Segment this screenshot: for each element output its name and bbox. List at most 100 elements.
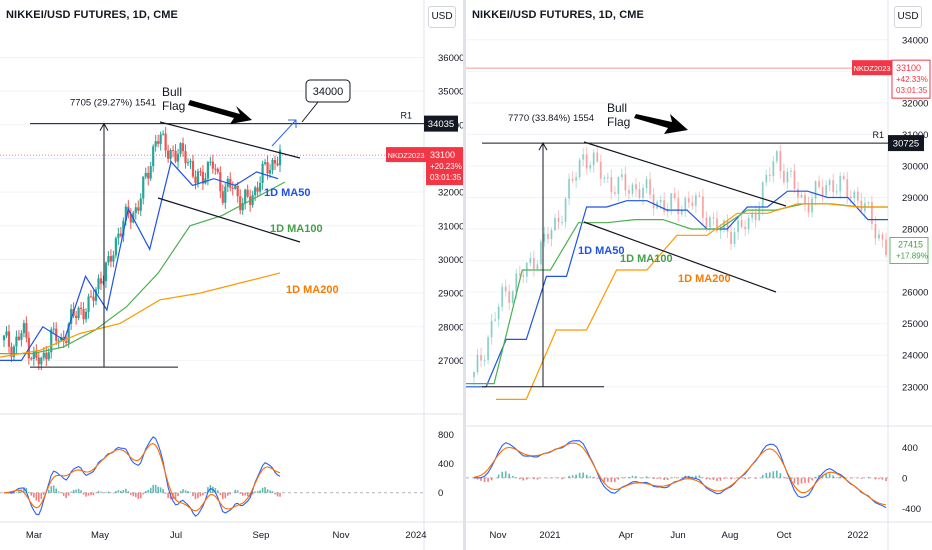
r1-label: R1 <box>400 111 412 121</box>
y-tick-label: 27000 <box>438 356 464 367</box>
candle-body <box>179 143 182 154</box>
candle-body <box>159 134 162 144</box>
currency-button[interactable]: USD <box>428 6 456 28</box>
candle-body <box>860 200 863 212</box>
macd-histogram-bar <box>698 475 701 478</box>
macd-histogram-bar <box>38 492 40 502</box>
macd-histogram-bar <box>279 492 281 497</box>
macd-histogram-bar <box>828 473 831 478</box>
macd-histogram-bar <box>261 487 264 493</box>
macd-histogram-bar <box>575 474 577 478</box>
x-tick-label: Nov <box>333 530 350 541</box>
panel-divider[interactable] <box>463 0 466 550</box>
pattern-label: Bull <box>607 101 627 115</box>
candle-body <box>804 194 807 205</box>
candle-body <box>730 231 733 244</box>
macd-histogram-bar <box>779 473 782 478</box>
macd-histogram-bar <box>607 477 609 482</box>
y-tick-label: 24000 <box>902 351 928 362</box>
candle-body <box>786 171 789 183</box>
y-tick-label: 32000 <box>438 188 464 199</box>
macd-histogram-bar <box>92 492 95 496</box>
candle-body <box>268 170 272 174</box>
candle-body <box>77 307 80 318</box>
candle-body <box>162 133 165 135</box>
macd-histogram-bar <box>112 492 115 494</box>
candle-body <box>266 162 269 174</box>
moving-average-line <box>0 160 279 361</box>
candle-body <box>775 151 778 162</box>
macd-histogram-bar <box>726 477 729 479</box>
left-chart-canvas[interactable]: 3600035000340003300032000310003000029000… <box>0 0 464 550</box>
candle-body <box>515 273 518 292</box>
candle-body <box>152 146 155 167</box>
macd-histogram-bar <box>18 490 20 493</box>
candle-body <box>877 234 880 239</box>
y-tick-label: 28000 <box>438 322 464 333</box>
candle-body <box>582 154 585 160</box>
macd-histogram-bar <box>207 487 209 493</box>
candle-body <box>768 174 771 177</box>
macd-histogram-bar <box>62 492 65 496</box>
candle-body <box>733 232 736 244</box>
macd-histogram-bar <box>246 492 249 497</box>
candle-body <box>723 220 726 230</box>
candle-body <box>487 337 490 360</box>
candle-body <box>701 196 704 218</box>
candle-body <box>259 183 262 192</box>
macd-histogram-bar <box>733 477 736 479</box>
candle-body <box>219 172 222 192</box>
macd-histogram-bar <box>269 490 271 493</box>
macd-histogram-bar <box>167 492 169 499</box>
candle-body <box>89 296 93 298</box>
candle-body <box>504 286 507 292</box>
left-chart-panel[interactable]: NIKKEI/USD FUTURES, 1D, CME USD 36000 350… <box>0 0 464 550</box>
currency-button[interactable]: USD <box>894 6 922 28</box>
pattern-label: Flag <box>162 99 185 113</box>
macd-histogram-bar <box>793 477 796 484</box>
macd-line <box>4 436 281 517</box>
candle-body <box>575 177 578 181</box>
candle-body <box>680 210 683 215</box>
candle-body <box>522 274 525 277</box>
candle-body <box>5 331 8 336</box>
macd-histogram-bar <box>783 476 785 478</box>
macd-histogram-bar <box>264 487 266 493</box>
macd-histogram-bar <box>860 477 863 479</box>
symbol-tag-text: NKDZ2023 <box>853 64 890 73</box>
macd-histogram-bar <box>480 477 482 481</box>
candle-body <box>84 311 88 320</box>
candle-body <box>642 187 645 198</box>
candle-body <box>691 202 694 206</box>
current-price-tag <box>889 236 929 264</box>
callout-pointer <box>301 101 319 123</box>
macd-histogram-bar <box>23 487 25 493</box>
macd-histogram-bar <box>702 477 704 478</box>
macd-histogram-bar <box>490 477 493 481</box>
macd-histogram-bar <box>224 492 227 499</box>
macd-histogram-bar <box>614 477 616 483</box>
candle-body <box>114 238 117 256</box>
x-tick-label: Jul <box>170 530 182 541</box>
macd-histogram-bar <box>189 492 192 493</box>
right-chart-canvas[interactable]: 3400033000320003100030000290002800027000… <box>466 0 932 550</box>
macd-tick-label: 0 <box>438 488 443 499</box>
candle-body <box>241 203 244 211</box>
symbol-tag <box>852 60 892 76</box>
candle-body <box>124 206 127 221</box>
macd-histogram-bar <box>251 492 254 495</box>
macd-histogram-bar <box>42 492 45 495</box>
y-tick-label: 30000 <box>438 255 464 266</box>
right-chart-panel[interactable]: NIKKEI/USD FUTURES, 1D, CME USD 34000330… <box>466 0 932 550</box>
candle-body <box>186 162 190 164</box>
measure-label: 7770 (33.84%) 1554 <box>508 113 594 124</box>
y-tick-label: 34000 <box>902 35 928 46</box>
candle-body <box>157 141 160 144</box>
macd-histogram-bar <box>28 491 30 493</box>
macd-histogram-bar <box>617 477 620 480</box>
macd-histogram-bar <box>561 477 563 480</box>
candle-body <box>536 264 539 270</box>
candle-body <box>557 217 560 222</box>
macd-histogram-bar <box>610 477 613 483</box>
candle-body <box>673 193 676 199</box>
